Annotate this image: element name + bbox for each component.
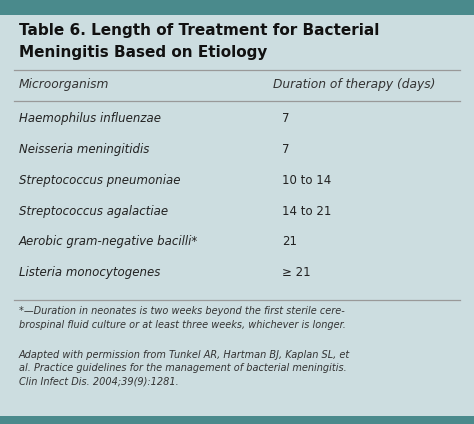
Text: 7: 7 (282, 143, 290, 156)
Text: Meningitis Based on Etiology: Meningitis Based on Etiology (19, 45, 267, 59)
Text: Microorganism: Microorganism (19, 78, 109, 92)
Text: ≥ 21: ≥ 21 (282, 266, 310, 279)
Text: 7: 7 (282, 112, 290, 126)
Text: *—Duration in neonates is two weeks beyond the first sterile cere-
brospinal flu: *—Duration in neonates is two weeks beyo… (19, 306, 346, 330)
Text: 21: 21 (282, 235, 297, 248)
Text: Neisseria meningitidis: Neisseria meningitidis (19, 143, 149, 156)
Text: Streptococcus pneumoniae: Streptococcus pneumoniae (19, 174, 181, 187)
Text: 14 to 21: 14 to 21 (282, 204, 331, 218)
FancyBboxPatch shape (0, 0, 474, 15)
Text: 10 to 14: 10 to 14 (282, 174, 331, 187)
Text: Streptococcus agalactiae: Streptococcus agalactiae (19, 204, 168, 218)
Text: Aerobic gram-negative bacilli*: Aerobic gram-negative bacilli* (19, 235, 198, 248)
Text: Listeria monocytogenes: Listeria monocytogenes (19, 266, 160, 279)
Text: Table 6. Length of Treatment for Bacterial: Table 6. Length of Treatment for Bacteri… (19, 23, 379, 38)
Text: Adapted with permission from Tunkel AR, Hartman BJ, Kaplan SL, et
al. Practice g: Adapted with permission from Tunkel AR, … (19, 350, 350, 387)
Text: Duration of therapy (days): Duration of therapy (days) (273, 78, 435, 92)
Text: Haemophilus influenzae: Haemophilus influenzae (19, 112, 161, 126)
FancyBboxPatch shape (0, 416, 474, 424)
